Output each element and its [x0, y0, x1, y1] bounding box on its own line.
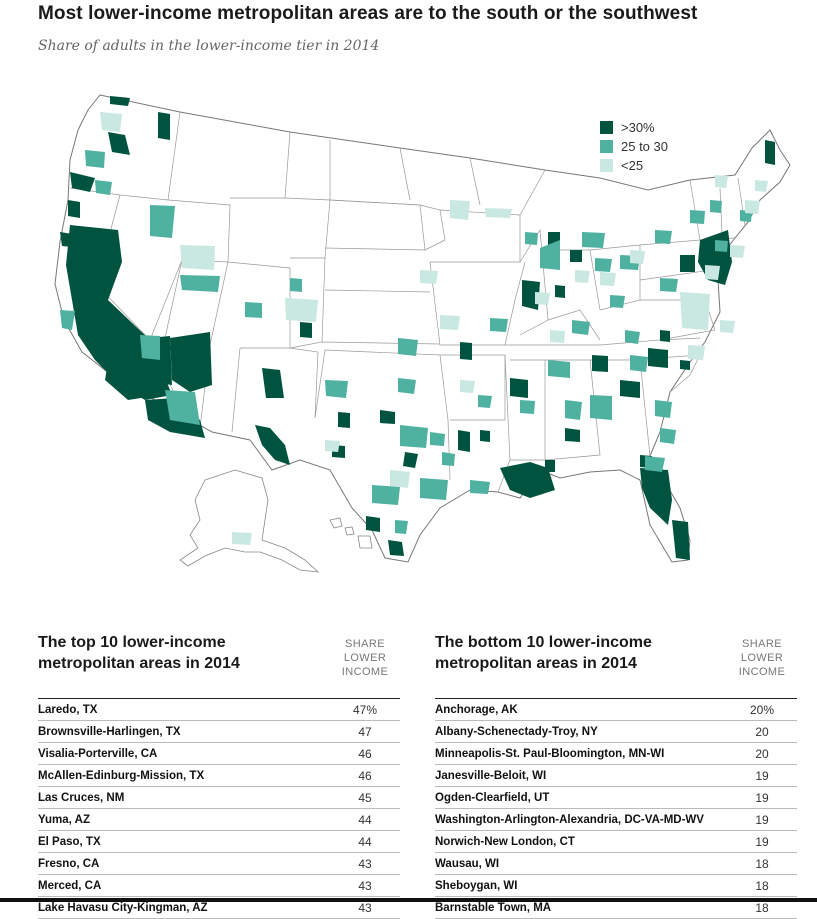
metro-name: Barnstable Town, MA: [435, 901, 552, 914]
metro-name: El Paso, TX: [38, 835, 101, 848]
state-borders: [69, 111, 746, 493]
metro-name: Visalia-Porterville, CA: [38, 747, 158, 760]
share-value: 18: [755, 900, 769, 915]
bottom10-table: The bottom 10 lower-income metropolitan …: [435, 632, 797, 919]
share-value: 44: [358, 834, 372, 849]
share-value: 20%: [749, 702, 775, 717]
alaska-outline: [179, 469, 320, 573]
legend-item-under-25: <25: [600, 156, 668, 175]
legend-swatch: [600, 159, 613, 172]
chart-title: Most lower-income metropolitan areas are…: [38, 3, 698, 24]
legend-label: 25 to 30: [621, 139, 668, 154]
metro-name: Wausau, WI: [435, 857, 500, 870]
top10-rows: Laredo, TX 47% Brownsville-Harlingen, TX 4…: [38, 698, 400, 919]
metro-name: Minneapolis-St. Paul-Bloomington, MN-WI: [435, 747, 665, 760]
share-value: 46: [358, 768, 372, 783]
table-row: Anchorage, AK 20%: [435, 699, 797, 721]
share-value: 19: [755, 834, 769, 849]
share-value: 43: [358, 856, 372, 871]
table-row: Merced, CA 43: [38, 875, 400, 897]
table-row: McAllen-Edinburg-Mission, TX 46: [38, 765, 400, 787]
share-value: 43: [358, 900, 372, 915]
metro-name: Lake Havasu City-Kingman, AZ: [38, 901, 208, 914]
metro-name: Laredo, TX: [38, 703, 98, 716]
metro-name: Ogden-Clearfield, UT: [435, 791, 550, 804]
table-row: Brownsville-Harlingen, TX 47: [38, 721, 400, 743]
legend-item-25-to-30: 25 to 30: [600, 137, 668, 156]
table-row: Albany-Schenectady-Troy, NY 20: [435, 721, 797, 743]
share-value: 43: [358, 878, 372, 893]
bottom10-column-header: SHARE LOWER INCOME: [738, 638, 786, 678]
legend-label: >30%: [621, 120, 655, 135]
table-row: Minneapolis-St. Paul-Bloomington, MN-WI 2…: [435, 743, 797, 765]
us-metro-map: [54, 94, 791, 573]
top10-table: The top 10 lower-income metropolitan are…: [38, 632, 400, 919]
table-row: Visalia-Porterville, CA 46: [38, 743, 400, 765]
table-row: Fresno, CA 43: [38, 853, 400, 875]
metro-name: Merced, CA: [38, 879, 102, 892]
legend-item-over-30: >30%: [600, 118, 668, 137]
share-value: 18: [755, 878, 769, 893]
metro-name: Albany-Schenectady-Troy, NY: [435, 725, 598, 738]
top10-title: The top 10 lower-income metropolitan are…: [38, 634, 240, 672]
metro-name: Sheboygan, WI: [435, 879, 518, 892]
legend-swatch: [600, 121, 613, 134]
bottom10-rows: Anchorage, AK 20% Albany-Schenectady-Troy…: [435, 698, 797, 919]
legend-swatch: [600, 140, 613, 153]
table-row: El Paso, TX 44: [38, 831, 400, 853]
metro-name: Norwich-New London, CT: [435, 835, 575, 848]
table-row: Las Cruces, NM 45: [38, 787, 400, 809]
metro-name: Las Cruces, NM: [38, 791, 125, 804]
metro-name: Fresno, CA: [38, 857, 100, 870]
metro-name: Brownsville-Harlingen, TX: [38, 725, 181, 738]
table-row: Norwich-New London, CT 19: [435, 831, 797, 853]
metro-areas-under-25: [100, 112, 768, 545]
metro-name: Washington-Arlington-Alexandria, DC-VA-M…: [435, 813, 704, 826]
share-value: 19: [755, 768, 769, 783]
metro-name: Anchorage, AK: [435, 703, 518, 716]
share-value: 19: [755, 812, 769, 827]
bottom10-title: The bottom 10 lower-income metropolitan …: [435, 634, 652, 672]
share-value: 44: [358, 812, 372, 827]
share-value: 46: [358, 746, 372, 761]
chart-subtitle: Share of adults in the lower-income tier…: [38, 38, 380, 54]
share-value: 47: [358, 724, 372, 739]
share-value: 45: [358, 790, 372, 805]
metro-name: Janesville-Beloit, WI: [435, 769, 547, 782]
table-row: Janesville-Beloit, WI 19: [435, 765, 797, 787]
table-row: Ogden-Clearfield, UT 19: [435, 787, 797, 809]
share-value: 47%: [352, 702, 378, 717]
share-value: 18: [755, 856, 769, 871]
share-value: 20: [755, 724, 769, 739]
table-row: Sheboygan, WI 18: [435, 875, 797, 897]
top10-column-header: SHARE LOWER INCOME: [341, 638, 389, 678]
bottom-border: [0, 898, 817, 902]
share-value: 20: [755, 746, 769, 761]
hawaii-outline: [329, 517, 373, 549]
table-row: Laredo, TX 47%: [38, 699, 400, 721]
metro-name: McAllen-Edinburg-Mission, TX: [38, 769, 205, 782]
map-legend: >30% 25 to 30 <25: [600, 118, 668, 175]
legend-label: <25: [621, 158, 644, 173]
table-row: Wausau, WI 18: [435, 853, 797, 875]
metro-name: Yuma, AZ: [38, 813, 90, 826]
metro-areas-25-to-30: [60, 150, 752, 534]
table-row: Yuma, AZ 44: [38, 809, 400, 831]
table-row: Washington-Arlington-Alexandria, DC-VA-M…: [435, 809, 797, 831]
share-value: 19: [755, 790, 769, 805]
